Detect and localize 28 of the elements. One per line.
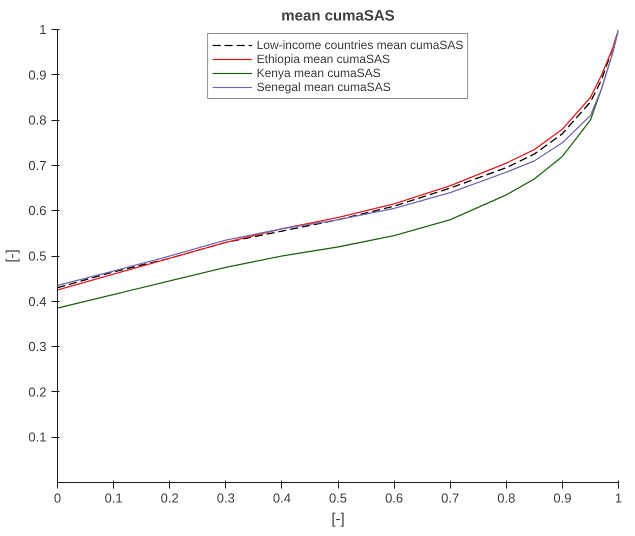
x-tick-label: 0.3 [216,490,235,506]
y-tick-label: 0.2 [28,384,47,400]
x-tick-label: 0 [54,490,62,506]
y-tick-label: 0.8 [28,112,47,128]
y-axis-title: [-] [3,249,20,263]
y-tick-label: 0.7 [28,158,47,173]
x-axis-title: [-] [331,510,345,528]
y-tick-label: 0.9 [28,67,47,82]
y-tick-label: 1 [39,22,47,37]
x-tick-label: 0.2 [160,490,179,506]
x-tick-label: 0.7 [441,490,460,506]
x-tick-label: 1 [614,490,622,506]
x-tick-label: 0.4 [272,490,291,506]
x-tick-label: 0.6 [385,490,404,506]
legend-label: Senegal mean cumaSAS [256,80,391,94]
x-tick-label: 0.1 [104,490,123,506]
y-tick-label: 0.6 [28,203,47,218]
y-tick-label: 0.1 [28,430,47,445]
legend-label: Kenya mean cumaSAS [256,66,381,80]
y-tick-label: 0.3 [28,339,47,354]
x-tick-label: 0.9 [553,490,572,506]
legend-label: Ethiopia mean cumaSAS [256,52,390,66]
chart-title: mean cumaSAS [281,8,395,24]
y-tick-label: 0.4 [28,294,47,309]
x-tick-label: 0.8 [497,490,516,506]
x-tick-label: 0.5 [328,490,348,506]
y-tick-label: 0.5 [28,248,47,264]
legend-label: Low-income countries mean cumaSAS [256,38,464,52]
